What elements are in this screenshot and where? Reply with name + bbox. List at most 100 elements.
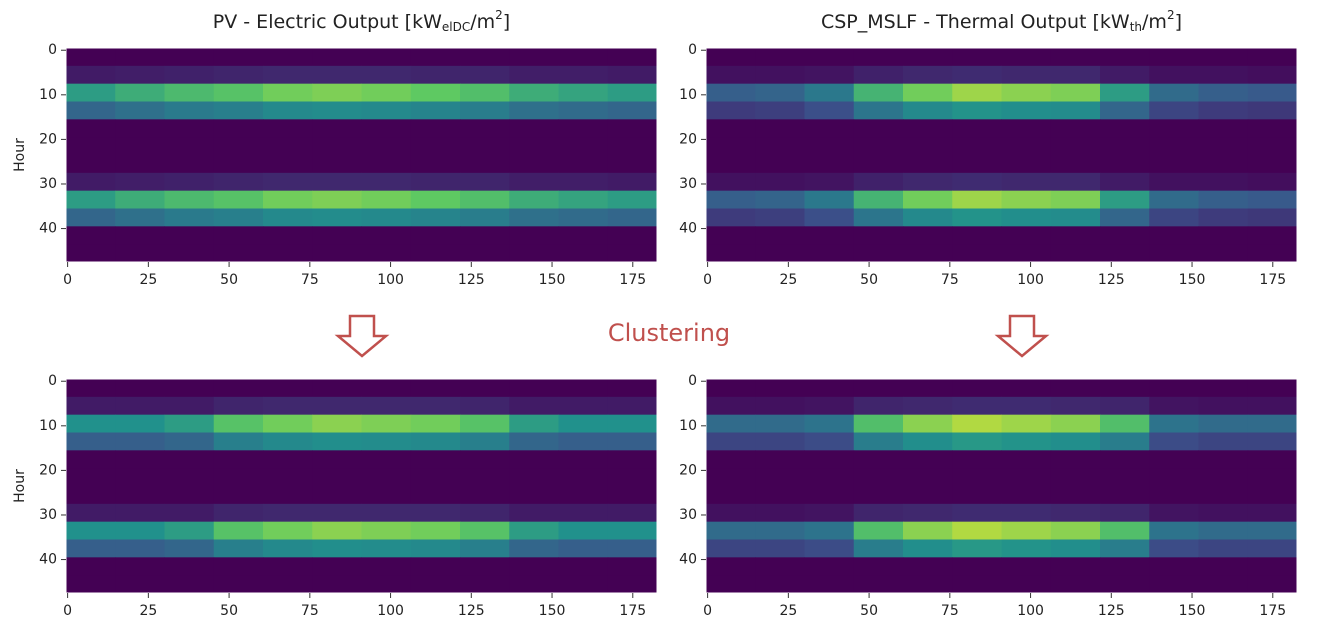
heat-cell (263, 190, 313, 209)
heat-cell (115, 414, 165, 433)
heat-cell (1247, 190, 1298, 209)
heat-cell (1001, 432, 1052, 451)
heat-cell (804, 119, 855, 138)
heat-cell (952, 414, 1002, 433)
x-tick-label: 50 (220, 603, 238, 619)
heat-cell (460, 119, 510, 138)
heat-cell (410, 575, 461, 594)
heat-cell (1198, 65, 1249, 85)
heat-cell (312, 48, 362, 67)
heat-cell (509, 208, 559, 227)
heat-cell (952, 432, 1002, 451)
heat-cell (952, 557, 1002, 576)
heat-cell (755, 48, 805, 67)
heat-cell (66, 65, 116, 85)
heat-cell (263, 119, 313, 138)
heat-cell (312, 432, 362, 451)
heat-cell (1247, 226, 1298, 245)
heat-cell (1100, 155, 1150, 174)
title-part: ] (1175, 11, 1182, 33)
heat-cell (853, 155, 904, 174)
heat-cell (706, 190, 756, 209)
x-tick-label: 75 (941, 272, 959, 288)
heat-cell (164, 119, 215, 138)
heat-cell (460, 575, 510, 594)
title-part: PV - Electric Output [kW (213, 11, 442, 33)
heat-cell (410, 172, 461, 192)
heat-cell (607, 486, 658, 505)
heat-cell (1050, 137, 1101, 156)
heat-cell (755, 450, 805, 469)
heat-cell (755, 119, 805, 138)
heat-cell (903, 172, 953, 192)
heat-cell (1100, 414, 1150, 433)
heat-cell (460, 468, 510, 487)
heat-cell (1149, 450, 1199, 469)
heat-cell (804, 539, 855, 558)
heat-cell (1100, 65, 1150, 85)
heat-cell (903, 137, 953, 156)
heat-cell (1100, 503, 1150, 523)
heat-cell (164, 83, 215, 102)
heat-cell (1198, 557, 1249, 576)
heat-cell (1149, 414, 1199, 433)
x-tick-label: 25 (139, 272, 157, 288)
heat-cell (1198, 503, 1249, 523)
heat-cell (1001, 575, 1052, 594)
heat-cell (312, 539, 362, 558)
x-tick-label: 100 (1017, 272, 1044, 288)
heat-cell (558, 521, 609, 540)
heat-cell (952, 396, 1002, 416)
heat-cell (1100, 468, 1150, 487)
heat-cell (312, 226, 362, 245)
heat-cell (1198, 190, 1249, 209)
heat-cell (115, 450, 165, 469)
heat-cell (115, 379, 165, 398)
heat-cell (213, 65, 264, 85)
heat-cell (361, 83, 412, 102)
heat-cell (952, 208, 1002, 227)
heat-cell (361, 226, 412, 245)
heat-cell (607, 226, 658, 245)
heat-cell (607, 83, 658, 102)
heat-cell (115, 486, 165, 505)
heat-cell (853, 486, 904, 505)
heat-cell (1149, 379, 1199, 398)
heat-cell (1149, 65, 1199, 85)
heat-cell (1247, 414, 1298, 433)
heat-cell (755, 244, 805, 263)
heat-cell (509, 137, 559, 156)
heat-cell (558, 432, 609, 451)
heat-cell (410, 137, 461, 156)
heat-cell (1149, 119, 1199, 138)
heat-cell (312, 414, 362, 433)
heat-cell (1247, 379, 1298, 398)
heat-cell (164, 539, 215, 558)
heat-cell (706, 226, 756, 245)
heat-cell (263, 137, 313, 156)
x-tick-label: 0 (703, 603, 712, 619)
heat-cell (804, 101, 855, 120)
heat-cell (853, 137, 904, 156)
heat-cell (952, 521, 1002, 540)
heat-cell (460, 396, 510, 416)
heat-cell (1198, 539, 1249, 558)
heat-cell (460, 48, 510, 67)
heat-cell (263, 396, 313, 416)
heat-cell (1149, 155, 1199, 174)
heat-cell (952, 101, 1002, 120)
heat-cell (853, 208, 904, 227)
heat-cell (509, 486, 559, 505)
heat-cell (804, 557, 855, 576)
heat-cell (66, 521, 116, 540)
x-tick-label: 50 (220, 272, 238, 288)
heat-cell (755, 155, 805, 174)
heat-cell (853, 414, 904, 433)
heat-cell (706, 65, 756, 85)
heat-cell (1149, 208, 1199, 227)
heat-cell (164, 486, 215, 505)
heat-cell (361, 172, 412, 192)
heat-cell (607, 468, 658, 487)
heat-cell (213, 137, 264, 156)
heat-cell (853, 450, 904, 469)
